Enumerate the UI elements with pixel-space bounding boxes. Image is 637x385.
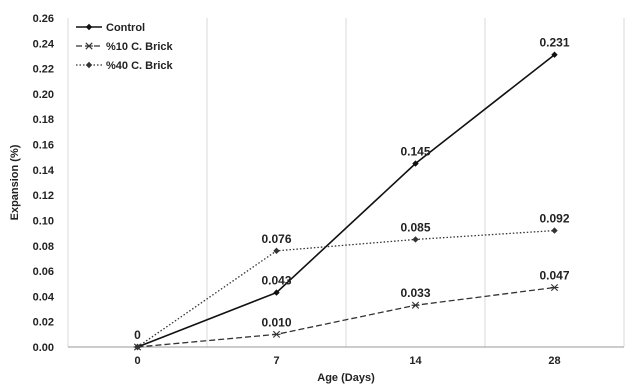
grid-lines — [67, 18, 625, 347]
data-label: 0.043 — [261, 274, 291, 288]
data-label: 0.033 — [400, 286, 430, 300]
y-tick-label: 0.08 — [33, 241, 54, 253]
y-tick-label: 0.26 — [33, 13, 54, 25]
data-label: 0 — [134, 328, 141, 342]
y-tick-label: 0.10 — [33, 215, 54, 227]
legend-entry: Control — [76, 22, 145, 34]
y-tick-label: 0.14 — [33, 165, 55, 177]
y-tick-label: 0.04 — [33, 291, 55, 303]
data-point — [551, 227, 558, 234]
data-point — [134, 343, 141, 351]
data-label: 0.076 — [261, 232, 291, 246]
data-label: 0.145 — [400, 145, 430, 159]
data-point — [272, 330, 281, 338]
series-line — [137, 54, 555, 348]
data-point — [273, 289, 280, 296]
legend-entry: %40 C. Brick — [76, 60, 174, 72]
series-lines — [133, 51, 559, 351]
y-axis-title: Expansion (%) — [9, 144, 21, 220]
x-tick-label: 28 — [548, 355, 560, 367]
legend-label: %10 C. Brick — [106, 41, 174, 53]
x-axis-title: Age (Days) — [317, 372, 375, 384]
x-axis-tick-labels: 0 7 14 28 — [134, 355, 560, 367]
x-tick-label: 7 — [273, 355, 279, 367]
series-line — [137, 286, 555, 348]
data-label: 0.092 — [539, 212, 569, 226]
data-label: 0.085 — [400, 220, 430, 234]
legend-marker — [85, 23, 93, 31]
data-point — [411, 301, 420, 309]
x-tick-label: 0 — [134, 355, 140, 367]
data-label: 0.047 — [539, 269, 569, 283]
legend-label: %40 C. Brick — [106, 60, 174, 72]
y-tick-label: 0.06 — [33, 266, 54, 278]
data-point — [412, 236, 419, 243]
data-point — [551, 51, 558, 58]
data-label: 0.010 — [261, 315, 291, 329]
y-axis-tick-labels: 0.00 0.02 0.04 0.06 0.08 0.10 0.12 0.14 0.16 0.18… — [33, 13, 55, 354]
x-tick-label: 14 — [409, 355, 422, 367]
data-point — [412, 160, 419, 167]
y-tick-label: 0.00 — [33, 342, 54, 354]
y-tick-label: 0.22 — [33, 64, 54, 76]
legend-marker — [85, 61, 93, 69]
data-point — [550, 283, 559, 292]
y-tick-label: 0.24 — [33, 38, 55, 50]
legend: Control %10 C. Brick %40 C. Brick — [76, 22, 174, 72]
y-tick-label: 0.20 — [33, 89, 54, 101]
legend-marker — [85, 42, 93, 50]
legend-label: Control — [106, 22, 145, 34]
y-tick-label: 0.12 — [33, 190, 54, 202]
legend-entry: %10 C. Brick — [76, 41, 174, 53]
series-line — [137, 229, 555, 348]
y-tick-label: 0.02 — [33, 317, 54, 329]
data-label: 0.231 — [539, 36, 569, 50]
data-point — [273, 247, 280, 255]
y-tick-label: 0.16 — [33, 140, 54, 152]
y-tick-label: 0.18 — [33, 114, 54, 126]
data-labels: 0 0.043 0.145 0.231 0.010 0.033 0.047 0.076 0.08… — [134, 36, 570, 342]
